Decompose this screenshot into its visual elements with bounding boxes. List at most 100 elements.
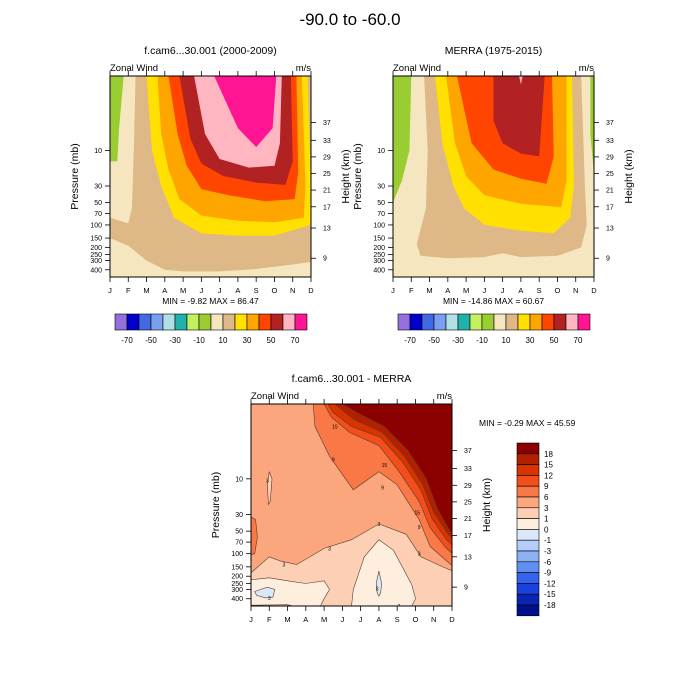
colorbar-swatch bbox=[516, 475, 540, 487]
x-tick-label: M bbox=[284, 615, 290, 624]
contour-line-label: 3 bbox=[283, 563, 286, 569]
y-tick-label: 10 bbox=[377, 148, 385, 155]
colorbar-label: -3 bbox=[544, 547, 552, 556]
x-tick-label: A bbox=[235, 286, 240, 295]
x-tick-label: M bbox=[143, 286, 149, 295]
contour-band-feb-1-3 bbox=[267, 471, 273, 506]
height-tick-label: 17 bbox=[606, 204, 614, 211]
colorbar-label: 50 bbox=[267, 336, 276, 345]
x-tick-label: M bbox=[463, 286, 469, 295]
colorbar-swatch bbox=[516, 572, 540, 584]
height-tick-label: 21 bbox=[606, 188, 614, 195]
colorbar-swatch bbox=[138, 313, 152, 331]
y-tick-label: 250 bbox=[90, 252, 102, 259]
contour-band-neg-10-0-jan bbox=[393, 76, 412, 203]
y-tick-label: 200 bbox=[231, 574, 243, 581]
x-tick-label: M bbox=[180, 286, 186, 295]
y-tick-label: 50 bbox=[377, 200, 385, 207]
left-string: Zonal Wind bbox=[393, 63, 441, 74]
contour-line-label: 3 bbox=[328, 546, 331, 552]
colorbar-swatch bbox=[516, 464, 540, 476]
x-tick-label: S bbox=[395, 615, 400, 624]
x-tick-label: M bbox=[321, 615, 327, 624]
colorbar-swatch bbox=[516, 529, 540, 541]
height-tick-label: 29 bbox=[464, 483, 472, 490]
x-tick-label: J bbox=[340, 615, 344, 624]
colorbar-swatch bbox=[258, 313, 272, 331]
colorbar-swatch bbox=[174, 313, 188, 331]
colorbar-swatch bbox=[529, 313, 543, 331]
colorbar-swatch bbox=[246, 313, 260, 331]
right-string: m/s bbox=[437, 391, 453, 402]
y-tick-label: 30 bbox=[94, 184, 102, 191]
height-tick-label: 33 bbox=[464, 466, 472, 473]
y-tick-label: 200 bbox=[373, 245, 385, 252]
colorbar-swatch bbox=[210, 313, 224, 331]
colorbar-swatch bbox=[516, 485, 540, 498]
x-tick-label: F bbox=[409, 286, 414, 295]
height-tick-label: 37 bbox=[323, 120, 331, 127]
colorbar-swatch bbox=[516, 496, 540, 509]
height-tick-label: 37 bbox=[606, 120, 614, 127]
colorbar-label: -12 bbox=[544, 579, 556, 588]
colorbar-label: -6 bbox=[544, 558, 552, 567]
y-tick-label: 30 bbox=[377, 184, 385, 191]
colorbar-swatch bbox=[457, 313, 471, 331]
x-tick-label: A bbox=[445, 286, 450, 295]
colorbar-swatch bbox=[433, 313, 447, 331]
contour-band-neg-left bbox=[254, 586, 276, 599]
contour-band-60-70 bbox=[519, 76, 523, 85]
contour-band-neg-10-0-jan bbox=[110, 76, 124, 162]
colorbar-swatch bbox=[126, 313, 140, 331]
height-tick-label: 13 bbox=[323, 226, 331, 233]
contour-band-neg-10-0-dec bbox=[590, 76, 594, 173]
height-tick-label: 13 bbox=[464, 554, 472, 561]
colorbar-label: 70 bbox=[574, 336, 583, 345]
y-tick-label: 100 bbox=[231, 551, 243, 558]
colorbar-swatch bbox=[409, 313, 423, 331]
left-string: Zonal Wind bbox=[251, 391, 299, 402]
colorbar-swatch bbox=[516, 604, 540, 617]
colorbar-label: -30 bbox=[169, 336, 181, 345]
contour-band-jan-6-9 bbox=[251, 516, 258, 555]
panel-1: f.cam6...30.001 (2000-2009) Zonal Wind m/s… bbox=[69, 45, 352, 345]
colorbar-swatch bbox=[541, 313, 555, 331]
height-tick-label: 33 bbox=[323, 138, 331, 145]
contour-line-label: 15 bbox=[382, 463, 388, 469]
colorbar-label: -30 bbox=[452, 336, 464, 345]
colorbar-label: 10 bbox=[219, 336, 228, 345]
x-tick-label: J bbox=[359, 615, 363, 624]
height-tick-label: 29 bbox=[606, 154, 614, 161]
colorbar-label: 12 bbox=[544, 471, 553, 480]
contour-line-label: 3 bbox=[398, 604, 401, 610]
right-axis-label: Height (km) bbox=[481, 478, 493, 532]
height-tick-label: 9 bbox=[323, 256, 327, 263]
x-tick-label: D bbox=[591, 286, 597, 295]
x-tick-label: S bbox=[254, 286, 259, 295]
colorbar-swatch bbox=[186, 313, 200, 331]
colorbar-label: -1 bbox=[544, 536, 552, 545]
colorbar-swatch bbox=[469, 313, 483, 331]
contour-band-low-0-1-mid bbox=[351, 539, 416, 606]
colorbar-label: 50 bbox=[550, 336, 559, 345]
y-tick-label: 10 bbox=[94, 148, 102, 155]
contour-fill-group bbox=[393, 76, 594, 277]
colorbar-swatch bbox=[516, 507, 540, 519]
contour-band-neg-mid bbox=[375, 570, 382, 597]
height-tick-label: 37 bbox=[464, 448, 472, 455]
colorbar-swatch bbox=[517, 313, 531, 331]
colorbar-label: 6 bbox=[544, 493, 549, 502]
colorbar-label: 0 bbox=[544, 525, 549, 534]
y-tick-label: 250 bbox=[373, 252, 385, 259]
colorbar-label: -50 bbox=[428, 336, 440, 345]
panel-title: MERRA (1975-2015) bbox=[445, 45, 542, 57]
stats-label: MIN = -14.86 MAX = 60.67 bbox=[443, 296, 544, 306]
x-tick-label: J bbox=[501, 286, 505, 295]
colorbar-label: -9 bbox=[544, 569, 552, 578]
y-axis-label: Pressure (mb) bbox=[210, 472, 222, 539]
colorbar-label: -50 bbox=[145, 336, 157, 345]
y-tick-label: 250 bbox=[231, 581, 243, 588]
panel-title: f.cam6...30.001 (2000-2009) bbox=[144, 45, 277, 57]
contour-line-label: 3 bbox=[266, 478, 269, 484]
left-string: Zonal Wind bbox=[110, 63, 158, 74]
